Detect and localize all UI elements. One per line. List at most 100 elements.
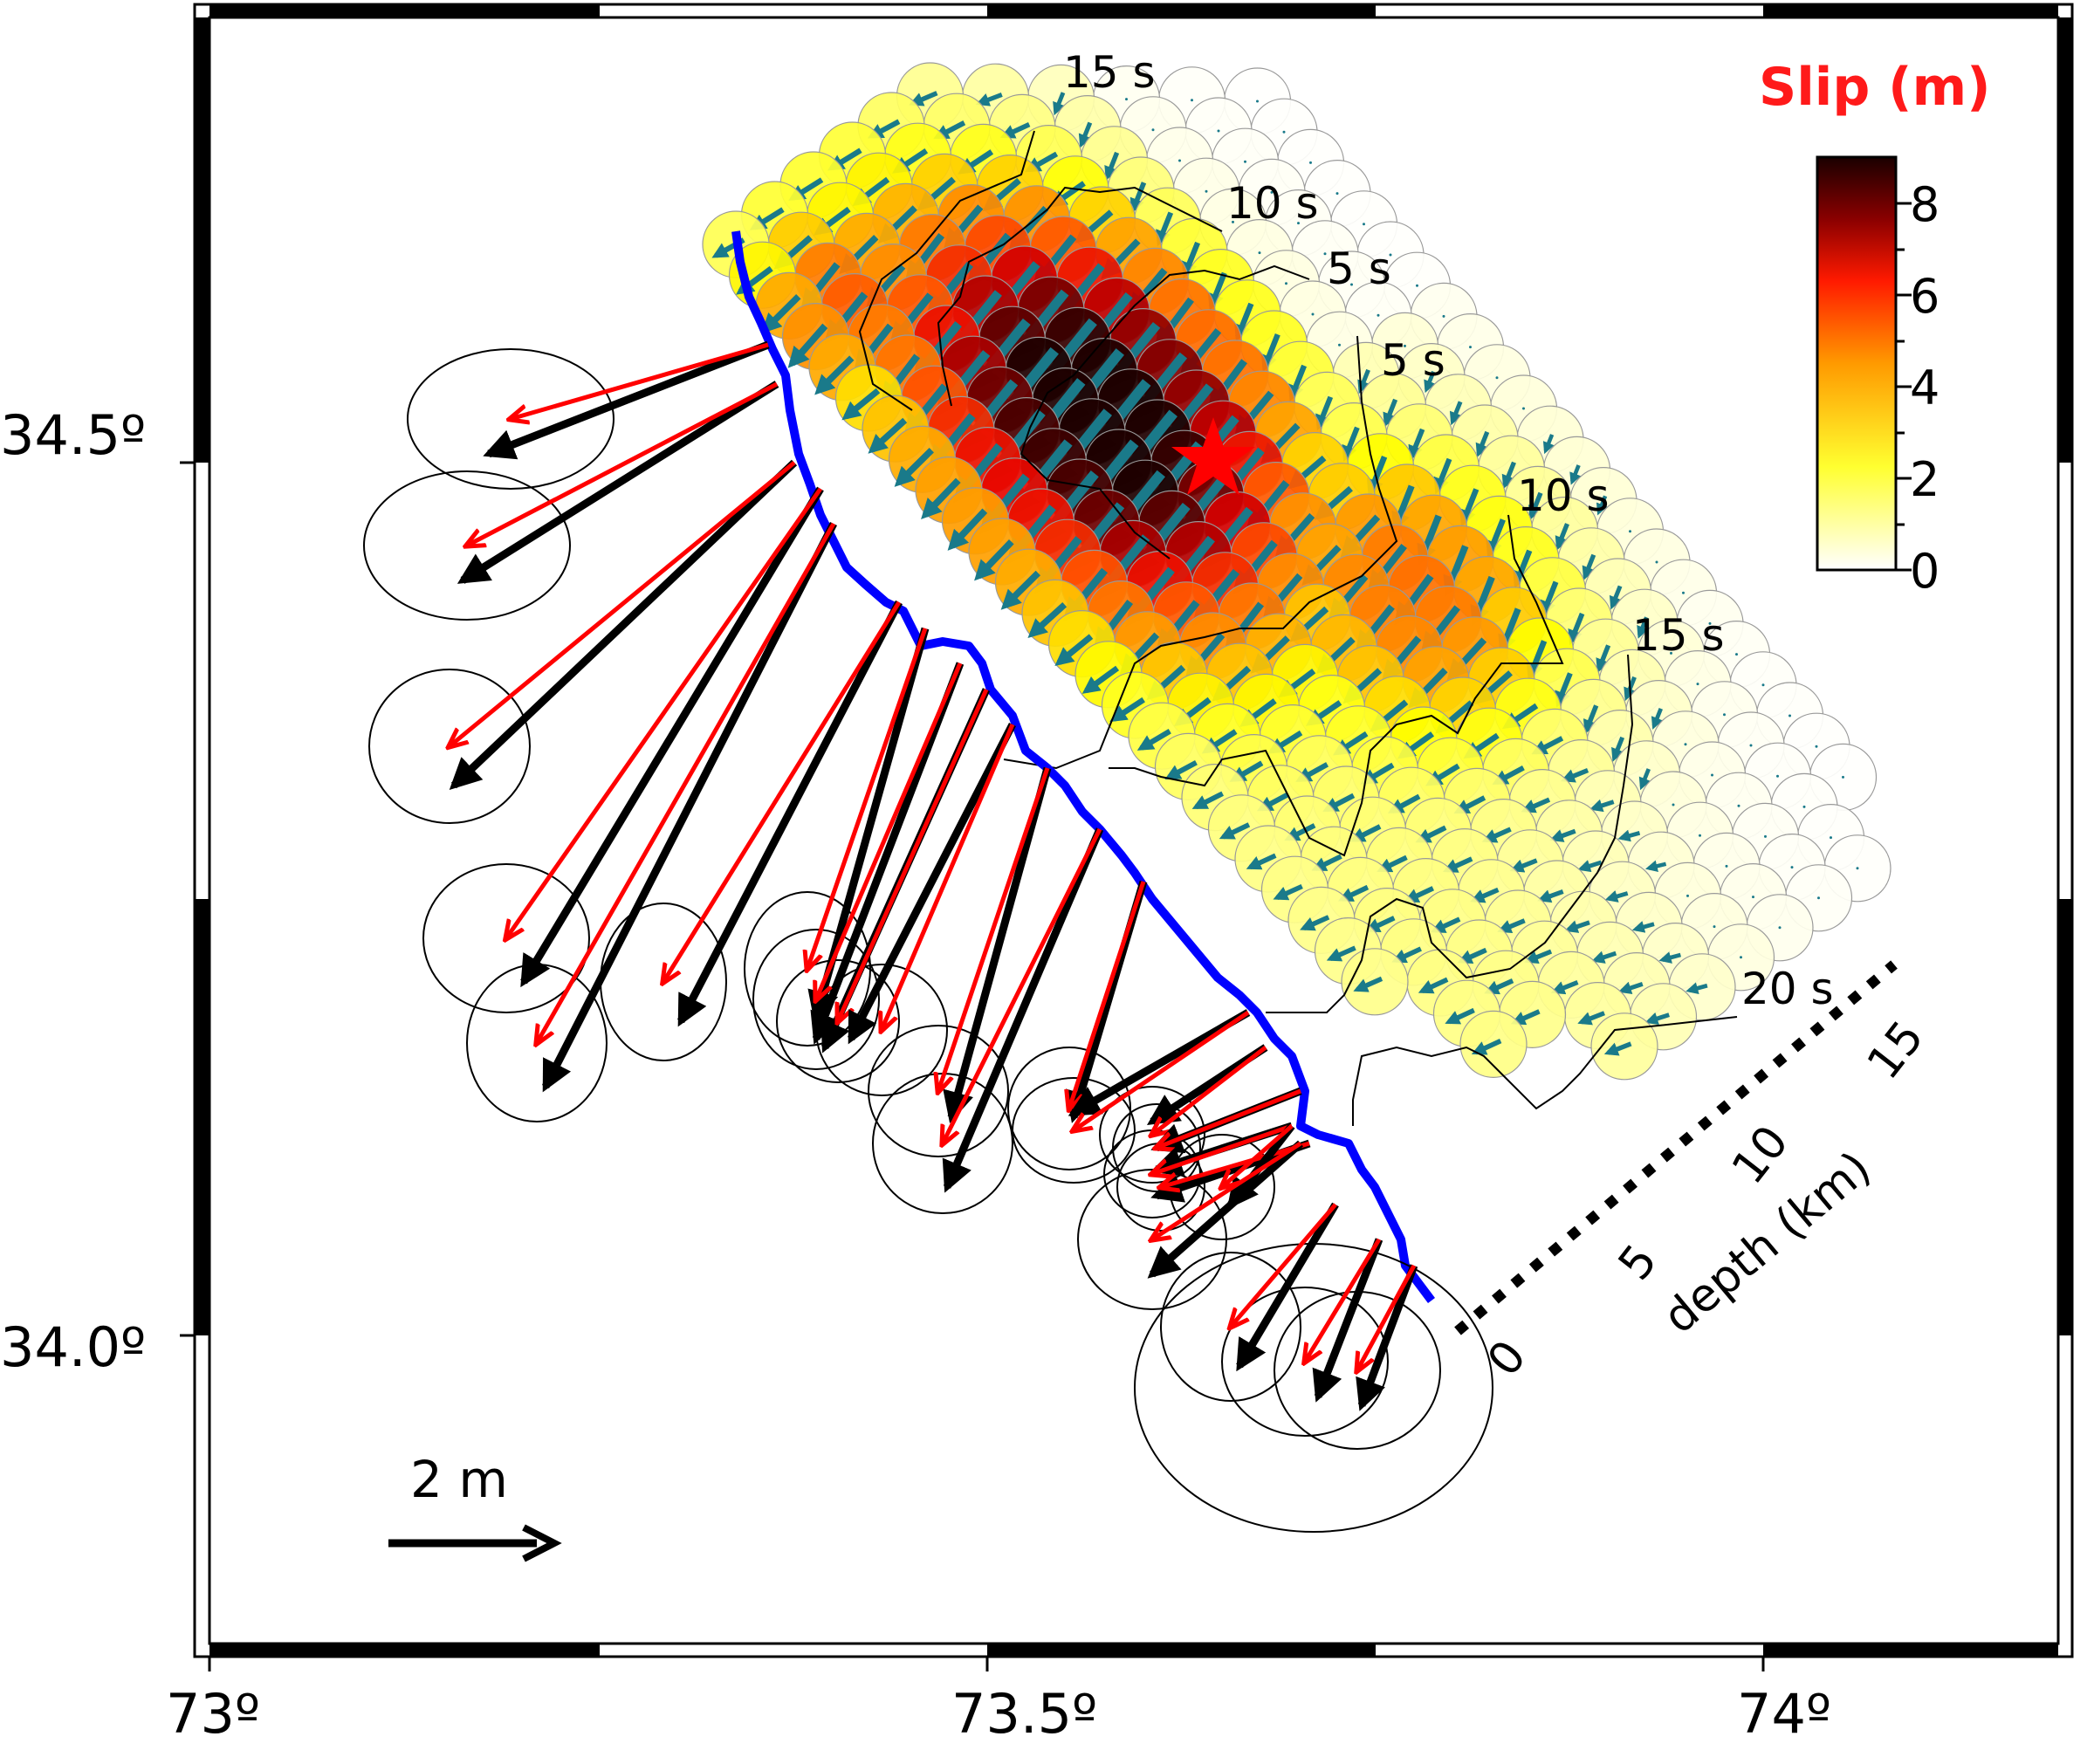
slip-direction-arrow	[975, 92, 1003, 106]
error-ellipse	[368, 669, 531, 824]
slip-direction-arrow	[1315, 395, 1334, 431]
slip-direction-arrow	[1521, 797, 1551, 813]
error-ellipse	[1160, 1252, 1301, 1402]
slip-direction-arrow	[1418, 977, 1449, 994]
slip-direction-dot	[1258, 251, 1261, 255]
modeled-displacement-vector	[838, 688, 989, 1021]
slip-direction-dot	[1713, 925, 1716, 929]
slip-direction-arrow	[1582, 553, 1596, 580]
error-ellipse	[868, 1025, 1009, 1157]
slip-direction-dot	[1297, 222, 1300, 225]
slip-direction-arrow	[1501, 461, 1516, 490]
depth-tick-0: 0	[1478, 1331, 1537, 1386]
fault-trace	[731, 230, 1435, 1303]
slip-direction-arrow	[1550, 979, 1579, 995]
slip-direction-arrow	[999, 122, 1031, 139]
slip-direction-dot	[1256, 100, 1259, 103]
slip-direction-dot	[1708, 621, 1712, 625]
colorbar: Slip (m) 8 6 4 2 0	[1759, 57, 1991, 599]
slip-direction-dot	[1788, 714, 1791, 717]
error-ellipse	[776, 959, 900, 1083]
slip-direction-arrow	[1568, 612, 1585, 646]
slip-direction-arrow	[1528, 491, 1543, 521]
depth-tick-5: 5	[1609, 1235, 1668, 1290]
slip-direction-arrow	[1391, 946, 1422, 964]
slip-direction-arrow	[1658, 951, 1682, 964]
slip-direction-arrow	[1560, 767, 1589, 783]
observed-displacement-vector	[1147, 1140, 1303, 1279]
slip-direction-arrow	[1509, 858, 1538, 873]
slip-direction-dot	[1217, 129, 1220, 133]
modeled-displacement-vector	[816, 662, 963, 999]
slip-direction-arrow	[1424, 370, 1436, 394]
slip-direction-dot	[1684, 743, 1687, 746]
observed-displacement-vector	[541, 521, 838, 1093]
slip-direction-arrow	[1442, 856, 1473, 873]
modeled-displacement-vector	[1222, 1124, 1294, 1187]
slip-direction-arrow	[1577, 860, 1603, 873]
observed-displacement-vector	[457, 381, 779, 584]
modeled-displacement-vector	[1152, 1141, 1302, 1239]
slip-direction-dot	[1686, 894, 1689, 897]
slip-direction-arrow	[1219, 822, 1251, 840]
slip-direction-arrow	[1549, 828, 1576, 842]
lon-tick-73: 73º	[166, 1682, 260, 1746]
slip-direction-dot	[1735, 653, 1738, 656]
modeled-displacement-vector	[467, 381, 779, 546]
slip-direction-dot	[1725, 864, 1728, 868]
slip-direction-dot	[1752, 896, 1754, 899]
error-ellipse	[407, 348, 614, 490]
contour-20s	[1352, 1016, 1738, 1126]
slip-patches	[702, 62, 1891, 1081]
slip-direction-arrow	[1457, 947, 1487, 964]
slip-direction-dot	[1404, 344, 1406, 347]
colorbar-tick-2: 2	[1910, 452, 1940, 507]
slip-direction-arrow	[1109, 697, 1145, 723]
slip-direction-arrow	[1342, 426, 1360, 463]
slip-direction-dot	[1790, 866, 1794, 869]
slip-direction-arrow	[1470, 887, 1500, 903]
lat-tick-34-0: 34.0º	[0, 1315, 146, 1379]
slip-direction-dot	[1670, 651, 1672, 655]
observed-displacement-vector	[810, 662, 965, 1045]
slip-direction-arrow	[1564, 920, 1590, 933]
contour-10s-north	[937, 186, 1223, 407]
slip-direction-arrow	[1164, 759, 1198, 780]
slip-direction-arrow	[1364, 916, 1396, 932]
slip-direction-dot	[1363, 223, 1365, 226]
slip-direction-dot	[1672, 803, 1675, 806]
contour-5s-north	[1020, 264, 1310, 559]
slip-direction-arrow	[1027, 601, 1068, 639]
slip-direction-dot	[1311, 312, 1315, 316]
contour-label-5s-top: 5 s	[1327, 244, 1391, 294]
slip-direction-arrow	[1053, 92, 1066, 116]
lon-tick-74: 74º	[1737, 1682, 1831, 1746]
slip-direction-arrow	[1577, 1011, 1605, 1026]
slip-direction-arrow	[1569, 464, 1582, 485]
slip-direction-dot	[1244, 160, 1246, 163]
slip-direction-dot	[1522, 407, 1525, 410]
slip-direction-arrow	[1617, 829, 1641, 842]
modeled-displacement-vector	[663, 601, 902, 982]
error-ellipse	[363, 470, 571, 621]
slip-direction-dot	[1764, 834, 1767, 838]
contour-15s-south	[1266, 654, 1634, 1013]
observed-displacement-vector	[1236, 1202, 1339, 1372]
slip-direction-dot	[1749, 744, 1753, 747]
modeled-displacement-vector	[1157, 1088, 1301, 1148]
slip-direction-arrow	[1475, 430, 1490, 458]
slip-direction-dot	[1205, 189, 1208, 193]
slip-direction-dot	[1761, 683, 1765, 687]
slip-direction-dot	[1232, 220, 1234, 223]
slip-direction-dot	[1125, 98, 1128, 101]
slip-direction-dot	[1270, 190, 1274, 194]
depth-tick-10: 10	[1722, 1116, 1799, 1194]
modeled-displacement-vector	[1305, 1238, 1382, 1362]
modeled-displacement-vector	[1069, 881, 1146, 1109]
slip-direction-arrow	[761, 294, 801, 334]
slip-direction-arrow	[1104, 151, 1120, 182]
contour-5s-south	[1003, 335, 1398, 770]
lat-tick-34-5: 34.5º	[0, 403, 146, 467]
modeled-displacement-vector	[943, 827, 1102, 1143]
colorbar-tick-8: 8	[1910, 177, 1940, 232]
